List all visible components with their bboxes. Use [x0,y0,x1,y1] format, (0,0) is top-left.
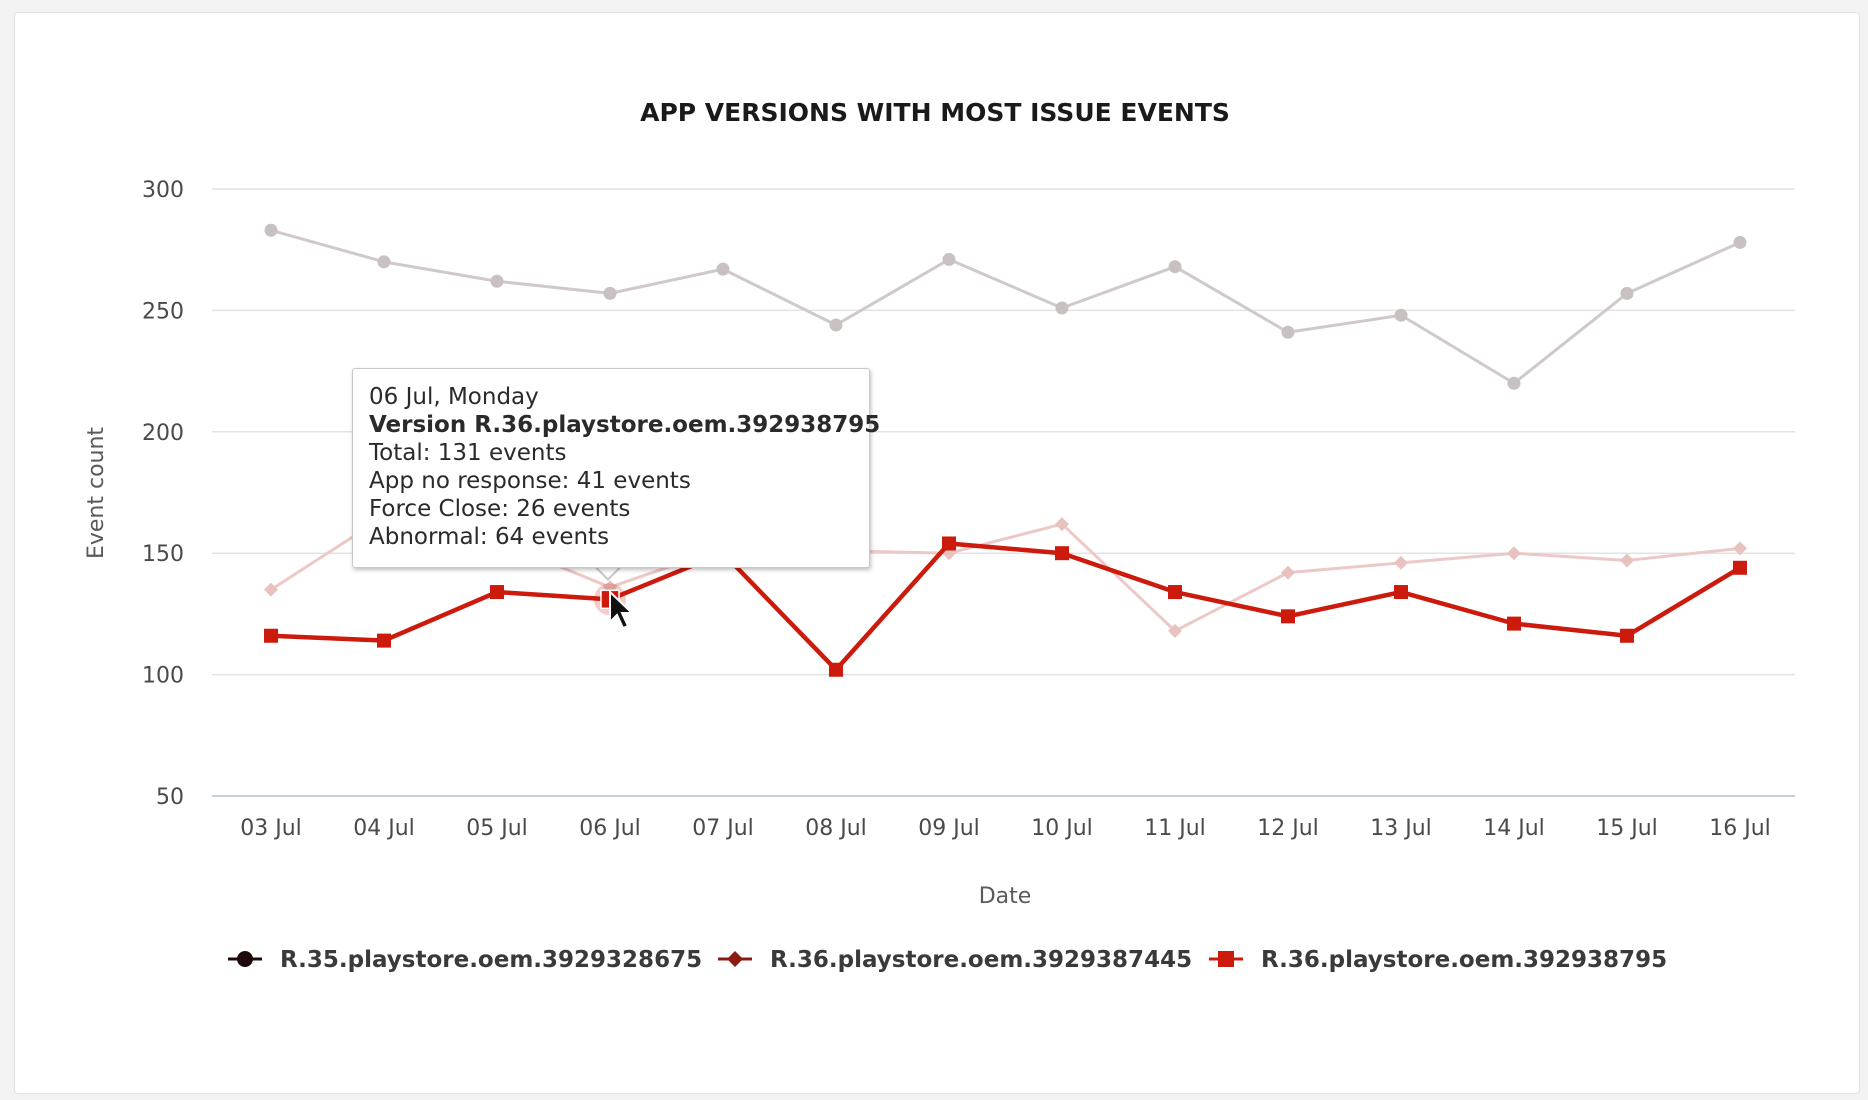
tooltip-force-close: Force Close: 26 events [369,496,631,522]
x-tick-label-12: 15 Jul [1596,816,1658,841]
x-tick-label-8: 11 Jul [1144,816,1206,841]
data-point-1-13 [1733,541,1747,556]
hover-layer [594,583,626,616]
y-tick-label-150: 150 [142,542,184,567]
data-point-2-10 [1394,585,1408,600]
tooltip-arrow-fill [596,566,620,578]
x-tick-label-0: 03 Jul [240,816,302,841]
legend-item-0: R.35.playstore.oem.3929328675 [228,947,702,973]
legend-item-2: R.36.playstore.oem.392938795 [1209,947,1667,973]
data-point-0-6 [942,252,956,266]
x-tick-label-5: 08 Jul [805,816,867,841]
data-point-1-10 [1394,555,1408,570]
data-point-2-5 [829,662,843,677]
data-point-0-5 [829,318,843,332]
data-point-2-13 [1733,560,1747,575]
tooltip-version: Version R.36.playstore.oem.392938795 [369,412,881,438]
data-point-0-0 [264,223,278,237]
data-point-1-9 [1281,565,1295,580]
data-point-0-9 [1281,325,1295,339]
data-point-0-4 [716,262,730,276]
legend-label-0: R.35.playstore.oem.3929328675 [280,947,702,973]
y-tick-label-200: 200 [142,421,184,446]
legend-marker-0 [237,951,253,967]
tooltip-total: Total: 131 events [369,440,567,466]
data-point-2-2 [490,585,504,600]
data-point-2-0 [264,628,278,643]
data-point-0-7 [1055,301,1069,315]
series-line-0 [270,228,1741,385]
y-axis-ticks: 50 100 150 200 250 300 [142,178,184,810]
data-point-0-12 [1620,286,1634,300]
legend: R.35.playstore.oem.3929328675 R.36.playst… [228,947,1667,973]
y-tick-label-100: 100 [142,664,184,689]
legend-marker-1 [727,951,743,967]
data-point-1-8 [1168,623,1182,638]
data-point-0-11 [1507,376,1521,390]
data-point-2-11 [1507,616,1521,631]
legend-label-2: R.36.playstore.oem.392938795 [1261,947,1667,973]
data-point-0-3 [603,286,617,300]
chart-title: APP VERSIONS WITH MOST ISSUE EVENTS [640,98,1230,127]
y-tick-label-250: 250 [142,299,184,324]
data-point-1-7 [1055,517,1069,532]
series-line-2 [270,541,1742,672]
data-point-0-10 [1394,308,1408,322]
tooltip-date: 06 Jul, Monday [369,384,539,410]
x-tick-label-10: 13 Jul [1370,816,1432,841]
x-tick-label-1: 04 Jul [353,816,415,841]
x-axis-ticks: 03 Jul 04 Jul 05 Jul 06 Jul 07 Jul 08 Jul 09 J… [240,816,1771,841]
data-point-2-12 [1620,628,1634,643]
data-point-2-6 [942,536,956,551]
x-tick-label-11: 14 Jul [1483,816,1545,841]
data-point-1-12 [1620,553,1634,568]
data-point-0-2 [490,274,504,288]
data-point-2-9 [1281,609,1295,624]
data-point-1-11 [1507,546,1521,561]
x-tick-label-9: 12 Jul [1257,816,1319,841]
data-point-0-1 [377,255,391,269]
hovered-data-point [600,589,620,610]
series-0 [264,223,1747,390]
x-tick-label-6: 09 Jul [918,816,980,841]
data-point-2-8 [1168,585,1182,600]
y-tick-label-50: 50 [156,785,184,810]
legend-label-1: R.36.playstore.oem.3929387445 [770,947,1192,973]
x-tick-label-3: 06 Jul [579,816,641,841]
x-tick-label-13: 16 Jul [1709,816,1771,841]
x-axis-title: Date [979,884,1032,909]
data-point-2-7 [1055,546,1069,561]
data-point-0-13 [1733,235,1747,249]
data-point-2-1 [377,633,391,648]
data-point-1-0 [264,582,278,597]
data-tooltip: 06 Jul, Monday Version R.36.playstore.oe… [352,368,881,568]
y-axis-title: Event count [84,427,109,559]
y-tick-label-300: 300 [142,178,184,203]
x-tick-label-2: 05 Jul [466,816,528,841]
legend-item-1: R.36.playstore.oem.3929387445 [718,947,1192,973]
data-point-0-8 [1168,260,1182,274]
x-tick-label-4: 07 Jul [692,816,754,841]
tooltip-abnormal: Abnormal: 64 events [369,524,610,550]
legend-marker-2 [1218,951,1234,967]
tooltip-no-response: App no response: 41 events [369,468,691,494]
x-tick-label-7: 10 Jul [1031,816,1093,841]
